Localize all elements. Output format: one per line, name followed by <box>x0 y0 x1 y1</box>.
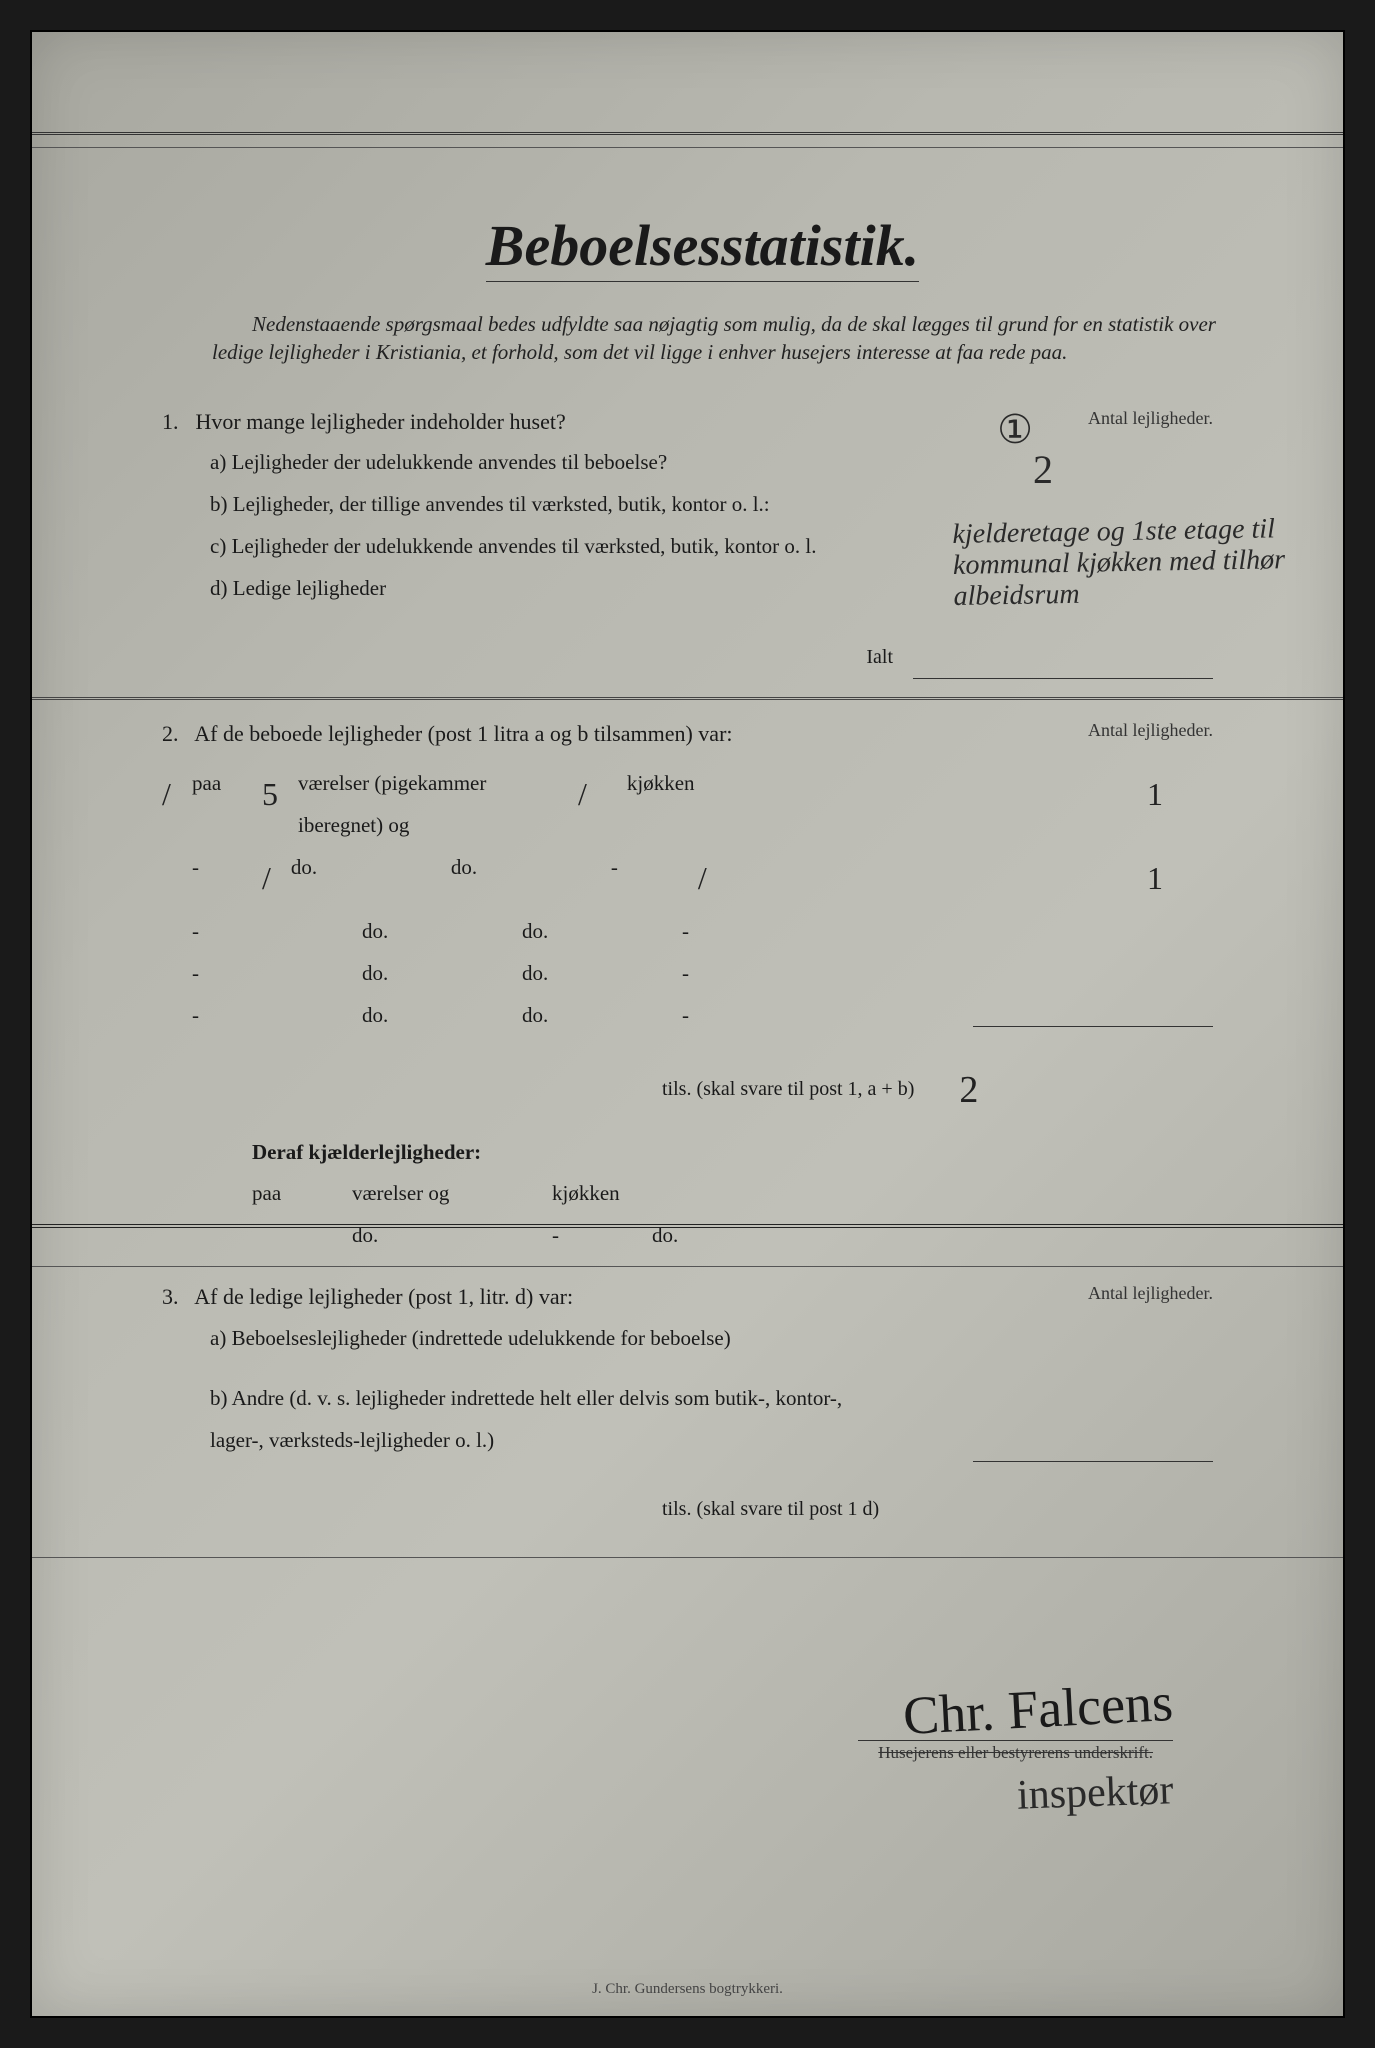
printer-footer: J. Chr. Gundersens bogtrykkeri. <box>32 1981 1343 1998</box>
deraf-paa: paa <box>252 1172 312 1214</box>
q2-text: Af de beboede lejligheder (post 1 litra … <box>194 721 732 746</box>
q2-do-7: do. <box>362 994 482 1036</box>
q1-ialt: Ialt <box>162 639 1273 675</box>
q3-right-label: Antal lejligheder. <box>1088 1277 1213 1309</box>
hw-slash-4: / <box>698 846 707 910</box>
q2-tils: tils. (skal svare til post 1, a + b) <box>662 1078 914 1100</box>
signature-handwritten: Chr. Falcens <box>902 1671 1175 1747</box>
q3-number: 3. <box>162 1277 190 1317</box>
q2-dash-8: - <box>682 994 689 1036</box>
q2-number: 2. <box>162 714 190 754</box>
intro-paragraph: Nedenstaaende spørgsmaal bedes udfyldte … <box>212 310 1223 367</box>
q2-dash-4: - <box>682 910 689 952</box>
section-divider-3 <box>32 1557 1343 1558</box>
q2-dash-3: - <box>192 910 252 952</box>
deraf-dash: - <box>552 1214 612 1256</box>
q2-dash-2: - <box>611 846 618 910</box>
form-title: Beboelsesstatistik. <box>486 212 919 282</box>
q3-item-b2: lager-, værksteds-lejligheder o. l.) <box>210 1419 1273 1461</box>
deraf-do-1: do. <box>352 1214 512 1256</box>
hw-count-1: 1 <box>1147 762 1163 826</box>
q3-tils: tils. (skal svare til post 1 d) <box>662 1498 879 1520</box>
section-divider-1 <box>32 697 1343 700</box>
deraf-do-2: do. <box>652 1214 678 1256</box>
q2-do-4: do. <box>522 910 642 952</box>
q2-do-3: do. <box>362 910 482 952</box>
q2-right-label: Antal lejligheder. <box>1088 714 1213 746</box>
scanned-form-page: Beboelsesstatistik. Nedenstaaende spørgs… <box>30 30 1345 2018</box>
signature-block: Chr. Falcens Husejerens eller bestyreren… <box>132 1678 1273 1817</box>
q1-number: 1. <box>162 402 190 442</box>
q2-dash: - <box>192 846 252 910</box>
deraf-vaer: værelser og <box>352 1172 512 1214</box>
section-divider-2 <box>32 1266 1343 1267</box>
deraf-kjok: kjøkken <box>552 1172 620 1214</box>
q1-item-a: a) Lejligheder der udelukkende anvendes … <box>210 441 1273 483</box>
q3-text: Af de ledige lejligheder (post 1, litr. … <box>194 1284 573 1309</box>
q2-dash-6: - <box>682 952 689 994</box>
q3-item-a: a) Beboelseslejligheder (indrettede udel… <box>210 1317 1273 1359</box>
q2-vaerelser: værelser (pigekammer iberegnet) og <box>298 762 538 846</box>
handwritten-total: ① <box>997 394 1033 466</box>
q2-do-2: do. <box>451 846 571 910</box>
q2-dash-5: - <box>192 952 252 994</box>
q2-paa: paa <box>192 762 252 846</box>
question-2: 2. Af de beboede lejligheder (post 1 lit… <box>162 714 1273 1256</box>
q3-item-b: b) Andre (d. v. s. lejligheder indretted… <box>210 1377 1273 1419</box>
q2-kjokken: kjøkken <box>627 762 767 846</box>
question-3: 3. Af de ledige lejligheder (post 1, lit… <box>162 1277 1273 1359</box>
hw-count-2: 1 <box>1147 846 1163 910</box>
handwritten-margin-note: kjelderetage og 1ste etage til kommunal … <box>952 514 1294 612</box>
q2-tils-line: tils. (skal svare til post 1, a + b) 2 <box>162 1056 1273 1124</box>
hw-tils-value: 2 <box>959 1056 978 1124</box>
q2-do-5: do. <box>362 952 482 994</box>
q2-do-1: do. <box>291 846 411 910</box>
scan-artifact-line-1 <box>32 1224 1343 1228</box>
hw-5: 5 <box>262 762 278 846</box>
q2-dash-7: - <box>192 994 252 1036</box>
q2-do-8: do. <box>522 994 642 1036</box>
handwritten-a-value: 2 <box>1033 434 1053 506</box>
hw-slash-3: / <box>262 846 271 910</box>
q1-text: Hvor mange lejligheder indeholder huset? <box>196 409 566 434</box>
question-3-cont: b) Andre (d. v. s. lejligheder indretted… <box>162 1377 1273 1527</box>
q2-do-6: do. <box>522 952 642 994</box>
sum-rule-2 <box>973 1461 1213 1462</box>
q2-deraf: Deraf kjælderlejligheder: <box>252 1134 1273 1172</box>
hw-slash-2: / <box>578 762 587 846</box>
q3-tils-line: tils. (skal svare til post 1 d) <box>162 1491 1273 1527</box>
q1-right-label: Antal lejligheder. <box>1088 402 1213 434</box>
sum-rule <box>973 1026 1213 1027</box>
signature-title-handwritten: inspektør <box>1016 1766 1174 1819</box>
question-1: 1. Hvor mange lejligheder indeholder hus… <box>162 402 1273 676</box>
hw-slash-1: / <box>162 762 171 826</box>
